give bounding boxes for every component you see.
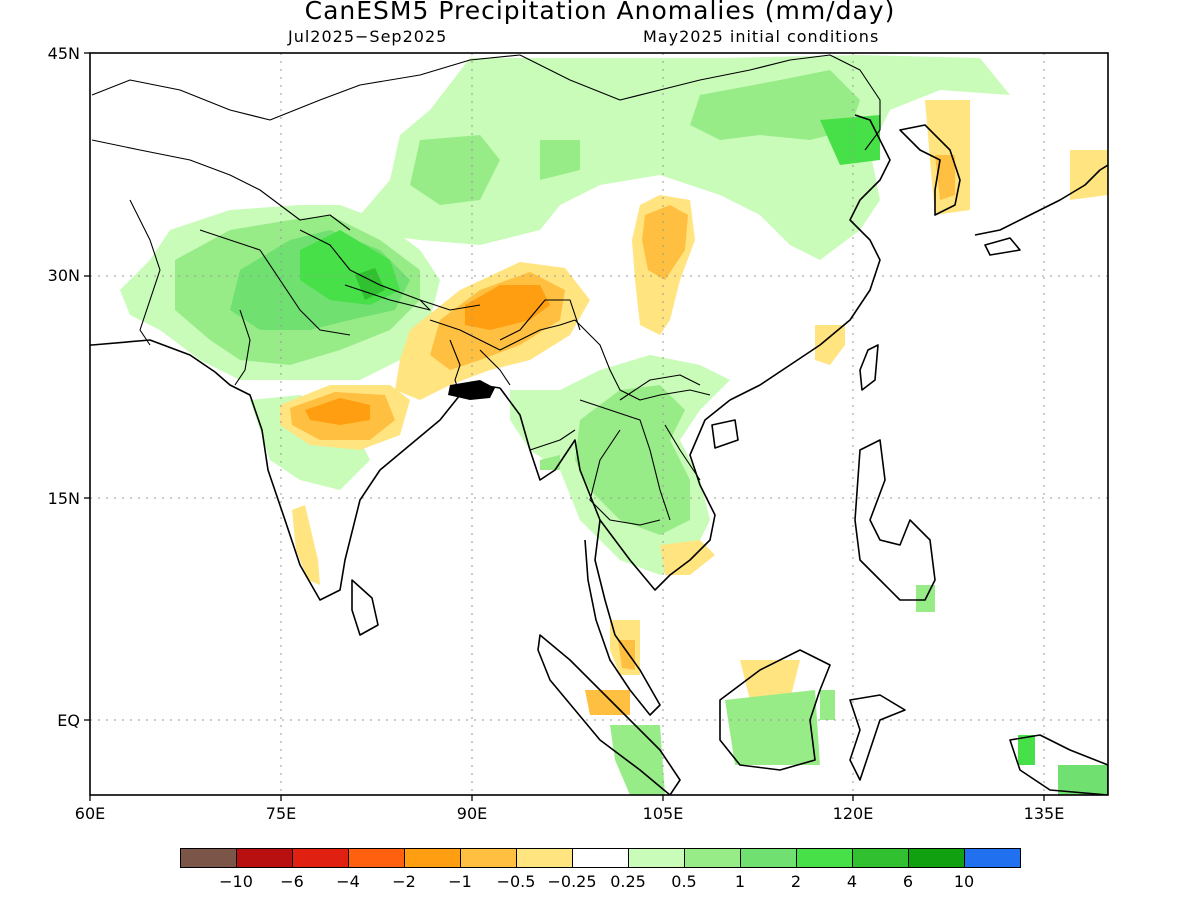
anomaly-region: [305, 398, 370, 425]
forecast-period: Jul2025−Sep2025: [288, 27, 448, 46]
anomaly-region: [740, 660, 800, 700]
anomaly-region: [585, 690, 630, 715]
colorbar-swatch: [236, 848, 293, 868]
colorbar-label: 1: [734, 872, 746, 891]
map-frame: [89, 52, 1109, 796]
lat-label-30n: 30N: [47, 266, 80, 285]
anomaly-region: [725, 690, 820, 765]
colorbar-label: −4: [336, 872, 360, 891]
lat-label-15n: 15N: [47, 489, 80, 508]
colorbar-label: 0.5: [671, 872, 697, 891]
colorbar-swatch: [964, 848, 1021, 868]
initial-conditions: May2025 initial conditions: [643, 27, 880, 46]
colorbar-swatch: [516, 848, 573, 868]
colorbar-swatch: [684, 848, 741, 868]
anomaly-region: [1058, 765, 1108, 795]
lon-label-120e: 120E: [832, 804, 874, 823]
borders: [91, 54, 881, 526]
colorbar-label: 0.25: [610, 872, 646, 891]
colorbar-swatch: [572, 848, 629, 868]
lon-label-90e: 90E: [456, 804, 488, 823]
map-title: CanESM5 Precipitation Anomalies (mm/day): [304, 0, 896, 25]
colorbar-swatch: [292, 848, 349, 868]
anomaly-shading: [120, 55, 1108, 795]
colorbar-swatch: [908, 848, 965, 868]
colorbar-label: −2: [392, 872, 416, 891]
colorbar-label: −1: [448, 872, 472, 891]
colorbar-label: 4: [846, 872, 858, 891]
grid-lines: [90, 53, 1108, 795]
colorbar-swatch: [740, 848, 797, 868]
colorbar-swatch: [796, 848, 853, 868]
colorbar-swatch: [460, 848, 517, 868]
anomaly-region: [690, 70, 860, 140]
anomaly-region: [292, 505, 320, 585]
colorbar-label: −10: [219, 872, 253, 891]
colorbar-label: −6: [280, 872, 304, 891]
anomaly-region: [610, 725, 665, 795]
colorbar-label: 6: [902, 872, 914, 891]
colorbar-swatch: [628, 848, 685, 868]
colorbar-label: −0.25: [547, 872, 597, 891]
anomaly-region: [660, 540, 715, 575]
lon-label-60e: 60E: [74, 804, 106, 823]
anomaly-region: [935, 155, 955, 200]
anomaly-region: [1018, 735, 1035, 765]
delta-mask: [448, 380, 495, 400]
lat-label-eq: EQ: [57, 711, 80, 730]
colorbar-swatch: [348, 848, 405, 868]
tick-marks: [84, 52, 1045, 801]
colorbar: [180, 848, 1021, 870]
anomaly-region: [540, 455, 560, 470]
colorbar-swatch: [404, 848, 461, 868]
lat-label-45n: 45N: [47, 44, 80, 63]
anomaly-region: [820, 115, 880, 165]
colorbar-label: 10: [953, 872, 975, 891]
anomaly-region: [410, 135, 500, 205]
colorbar-label: 2: [790, 872, 802, 891]
colorbar-swatch: [180, 848, 237, 868]
anomaly-region: [642, 205, 688, 280]
anomaly-region: [815, 325, 845, 365]
colorbar-swatch: [852, 848, 909, 868]
lon-label-105e: 105E: [642, 804, 684, 823]
lon-label-135e: 135E: [1023, 804, 1065, 823]
anomaly-region: [618, 640, 635, 670]
lon-label-75e: 75E: [265, 804, 297, 823]
colorbar-label: −0.5: [496, 872, 536, 891]
coastlines: [90, 114, 1108, 795]
anomaly-region: [1070, 150, 1108, 200]
anomaly-region: [540, 140, 580, 180]
anomaly-region: [820, 690, 835, 720]
